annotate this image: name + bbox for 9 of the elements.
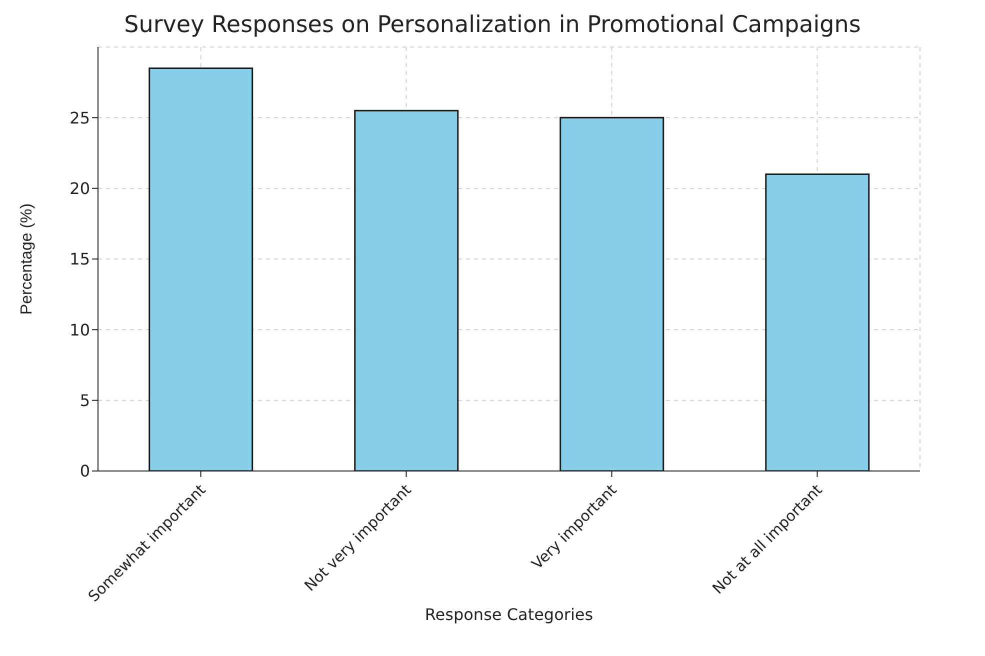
y-tick-label: 5 bbox=[80, 391, 90, 410]
y-axis-title: Percentage (%) bbox=[18, 203, 36, 315]
y-tick-label: 25 bbox=[70, 108, 90, 128]
y-tick-label: 15 bbox=[70, 250, 90, 269]
y-tick-label: 20 bbox=[70, 179, 90, 198]
y-tick-label: 10 bbox=[70, 320, 90, 340]
chart-title: Survey Responses on Personalization in Promotional Campaigns bbox=[123, 12, 862, 38]
x-axis-title: Response Categories bbox=[424, 605, 594, 624]
y-tick-label: 0 bbox=[80, 462, 90, 481]
